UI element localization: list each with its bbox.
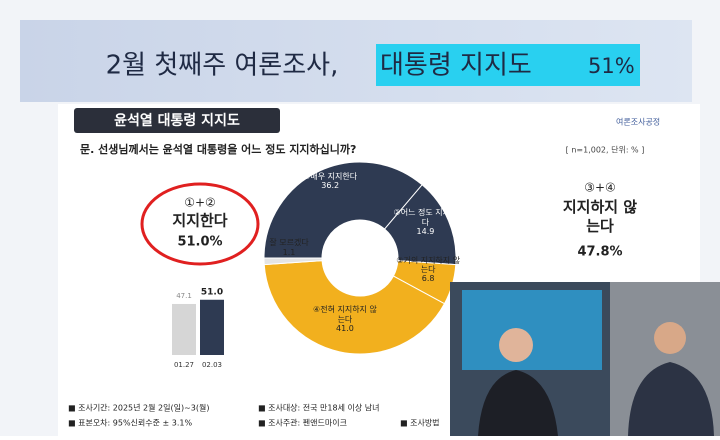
headline-highlight-box (376, 44, 640, 86)
x-tick-label: 02.03 (202, 361, 222, 369)
segment-label: 잘 모르겠다 (269, 238, 309, 248)
footer-note: ■ 표본오차: 95%신뢰수준 ± 3.1% (68, 419, 193, 428)
footer-note: ■ 조사방법 (400, 418, 440, 428)
section-title-box (74, 108, 280, 133)
x-tick-label: 01.27 (174, 361, 194, 369)
support-label: 지지한다 (172, 212, 227, 230)
segment-label: ②어느 정도 지지한다 (393, 208, 458, 227)
donut-segment (263, 257, 323, 266)
logo: 여론조사공정 (616, 117, 660, 127)
sample-note: [ n=1,002, 단위: % ] (566, 145, 645, 155)
oppose-label: 지지하지 않는다 (562, 198, 638, 235)
headline-value: 51% (588, 54, 635, 78)
footer-note: ■ 조사기간: 2025년 2월 2일(일)~3(월) (68, 403, 209, 413)
section-title: 윤석열 대통령 지지도 (114, 112, 240, 129)
bar-value: 51.0 (201, 287, 223, 297)
headline: 2월 첫째주 여론조사, (106, 51, 339, 81)
person-body (628, 362, 714, 436)
person-body (478, 370, 558, 436)
support-value: 51.0% (177, 235, 222, 250)
headline-highlight: 대통령 지지도 (380, 51, 532, 81)
question: 문. 선생님께서는 윤석열 대통령을 어느 정도 지지하십니까? (80, 142, 356, 156)
donut-segment (383, 184, 457, 266)
segment-label: ③거의 지지하지 않는다 (396, 255, 461, 274)
donut-segment (263, 260, 446, 355)
video-screen (462, 290, 602, 370)
segment-value: 36.2 (321, 180, 340, 190)
segment-value: 14.9 (416, 226, 435, 236)
segment-label: ①매우 지지한다 (303, 171, 358, 181)
support-code: ①+② (184, 196, 216, 210)
oppose-label-box: 지지하지 않는다 (562, 198, 638, 235)
bar (172, 303, 196, 355)
person-head (654, 322, 686, 354)
person-head (499, 328, 533, 362)
footer-note: ■ 조사대상: 전국 만18세 이상 남녀 (258, 403, 379, 413)
donut-segment (263, 161, 423, 259)
segment-value: 41.0 (336, 323, 354, 333)
footer-note: ■ 조사주관: 펜앤드마이크 (258, 418, 347, 428)
bar-value: 47.1 (176, 292, 192, 300)
oppose-code: ③+④ (584, 181, 616, 195)
segment-label: ④전혀 지지하지 않는다 (313, 305, 377, 324)
highlight-circle (140, 182, 260, 266)
oppose-value: 47.8% (577, 245, 622, 260)
segment-value: 6.8 (421, 274, 435, 284)
bar (200, 299, 224, 355)
segment-value: 1.1 (282, 247, 296, 257)
